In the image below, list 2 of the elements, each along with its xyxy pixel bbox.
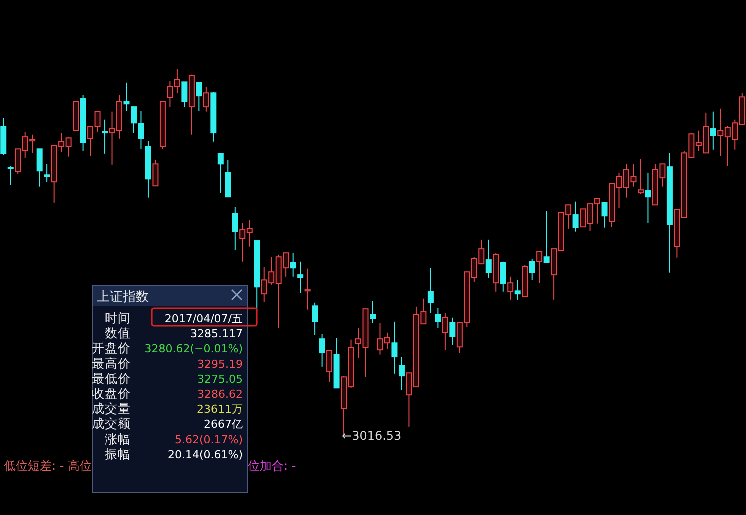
price-note: ←3016.53 bbox=[342, 429, 402, 443]
popup-title: 上证指数 bbox=[97, 290, 149, 305]
